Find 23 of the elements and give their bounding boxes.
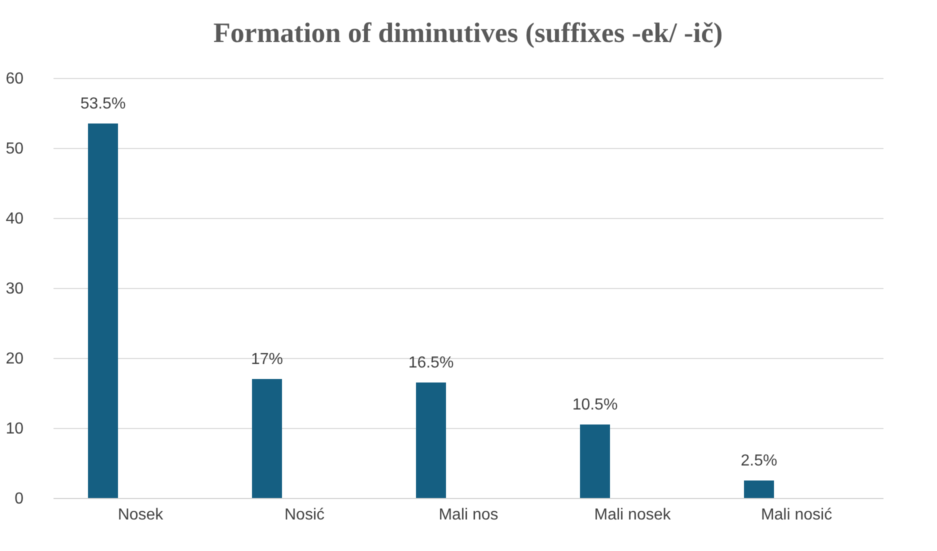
y-tick-label: 10	[6, 420, 24, 438]
y-tick-label: 20	[6, 350, 24, 368]
bar	[88, 124, 118, 498]
data-label: 53.5%	[80, 96, 126, 112]
y-tick-label: 50	[6, 140, 24, 158]
bar	[416, 382, 446, 498]
y-tick-label: 30	[6, 280, 24, 298]
data-label: 2.5%	[740, 452, 778, 470]
data-label: 10.5%	[572, 396, 618, 414]
data-label: 16.5%	[408, 354, 454, 372]
y-tick-label: 0	[14, 490, 24, 508]
y-tick-label: 60	[6, 70, 24, 88]
x-tick-label: Nosek	[118, 506, 164, 524]
bar	[252, 379, 282, 498]
bar	[744, 480, 774, 498]
x-tick-label: Mali nos	[438, 506, 498, 524]
y-tick-label: 40	[6, 210, 24, 228]
data-label: 17%	[250, 351, 284, 368]
x-tick-label: Mali nosić	[760, 506, 832, 524]
chart-title: Formation of diminutives (suffixes -ek/ -ič)	[213, 18, 723, 49]
bar	[580, 424, 610, 498]
x-tick-label: Nosić	[284, 506, 325, 524]
x-tick-label: Mali nosek	[594, 506, 672, 524]
